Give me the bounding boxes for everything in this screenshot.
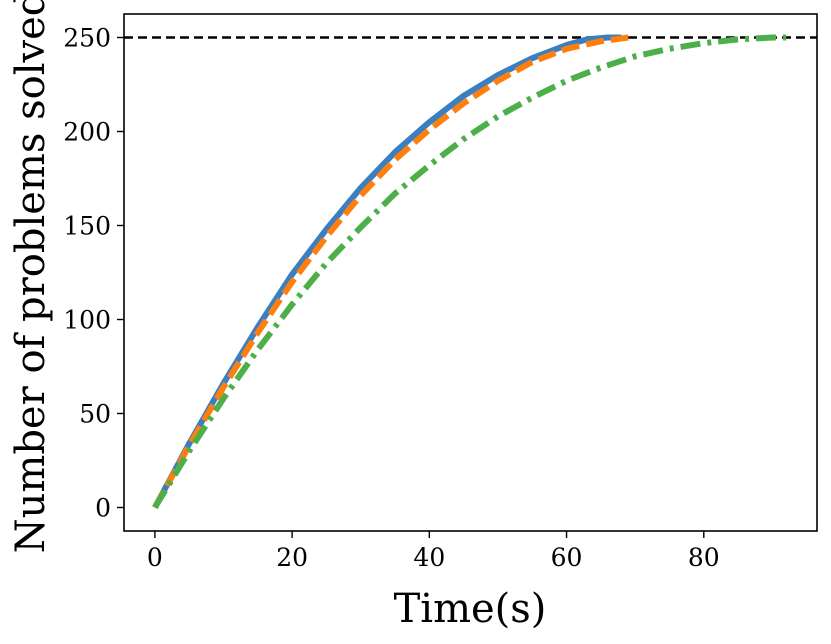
y-tick-label: 50 (79, 400, 111, 429)
x-tick-label: 60 (551, 543, 583, 572)
series-line-2 (152, 34, 629, 509)
x-tick-label: 20 (276, 543, 308, 572)
x-tick-label: 80 (688, 543, 720, 572)
y-tick-label: 250 (63, 24, 111, 53)
series-line-3 (152, 34, 787, 510)
plot-frame (123, 13, 818, 532)
series-line-1 (152, 34, 622, 509)
y-tick-label: 100 (63, 306, 111, 335)
plot-area (124, 34, 817, 510)
y-tick-label: 200 (63, 118, 111, 147)
x-tick-label: 40 (413, 543, 445, 572)
y-axis-label: Number of problems solved (8, 0, 54, 553)
y-axis: 0 50 100 150 200 250 (63, 24, 124, 523)
y-tick-label: 150 (63, 212, 111, 241)
x-tick-label: 0 (147, 543, 163, 572)
x-axis-label: Time(s) (394, 586, 547, 632)
x-axis: 0 20 40 60 80 (147, 531, 720, 572)
y-tick-label: 0 (95, 494, 111, 523)
